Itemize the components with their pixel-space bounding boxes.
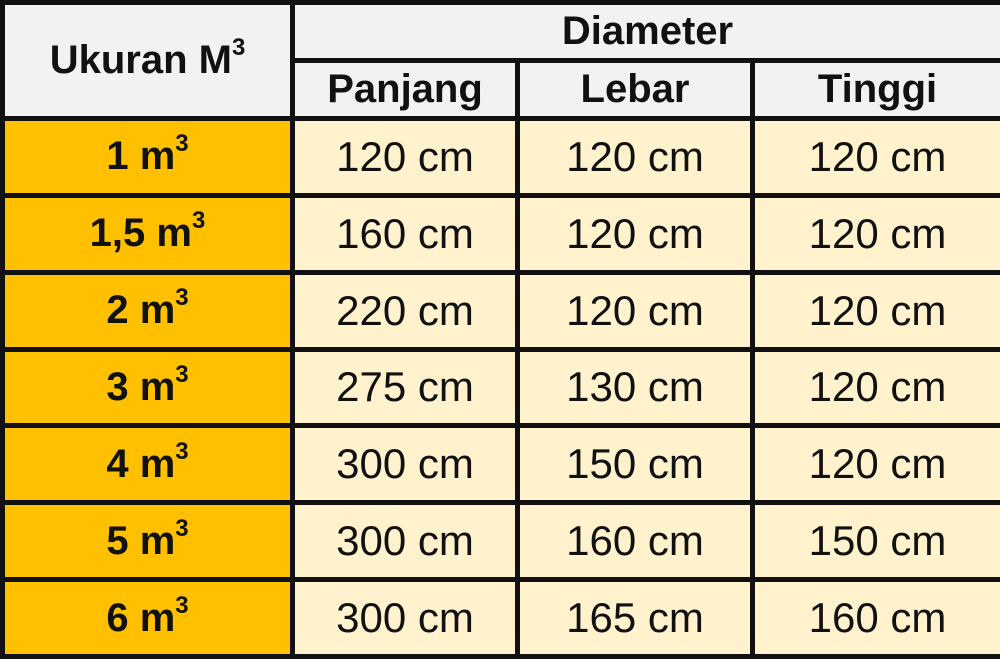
tinggi-cell: 120 cm xyxy=(750,192,1000,275)
tinggi-cell: 150 cm xyxy=(750,500,1000,583)
superscript: 3 xyxy=(191,207,206,235)
table-row: 4 m3 300 cm 150 cm 120 cm xyxy=(0,423,1000,506)
column-header-lebar: Lebar xyxy=(515,58,755,121)
size-cell: 4 m3 xyxy=(0,423,295,506)
panjang-cell: 300 cm xyxy=(290,423,520,506)
panjang-cell: 160 cm xyxy=(290,192,520,275)
superscript: 3 xyxy=(231,34,246,61)
lebar-cell: 120 cm xyxy=(515,269,755,352)
size-header-label: Ukuran M xyxy=(49,38,232,82)
subheader-row: Panjang Lebar Tinggi xyxy=(3,58,1000,121)
table-row: 5 m3 300 cm 160 cm 150 cm xyxy=(0,500,1000,583)
table-row: 1,5 m3 160 cm 120 cm 120 cm xyxy=(0,192,1000,275)
lebar-cell: 165 cm xyxy=(515,577,755,659)
size-cell: 2 m3 xyxy=(0,269,295,352)
size-cell: 6 m3 xyxy=(0,577,295,659)
table-row: 6 m3 300 cm 165 cm 160 cm xyxy=(0,577,1000,659)
superscript: 3 xyxy=(175,130,189,158)
tinggi-cell: 160 cm xyxy=(750,577,1000,659)
size-value: 5 m xyxy=(106,518,176,563)
lebar-cell: 150 cm xyxy=(515,423,755,506)
lebar-cell: 120 cm xyxy=(515,116,755,198)
superscript: 3 xyxy=(175,514,189,542)
tinggi-cell: 120 cm xyxy=(750,116,1000,198)
size-value: 3 m xyxy=(106,364,176,409)
size-value: 6 m xyxy=(106,595,176,640)
superscript: 3 xyxy=(175,284,189,312)
size-cell: 1,5 m3 xyxy=(0,192,295,275)
size-value: 4 m xyxy=(106,441,176,486)
size-cell: 1 m3 xyxy=(0,116,295,198)
panjang-cell: 120 cm xyxy=(290,116,520,198)
header-row: Ukuran M3 Diameter xyxy=(0,0,1000,121)
size-value: 1 m xyxy=(106,134,176,179)
size-cell: 5 m3 xyxy=(0,500,295,583)
table-row: 2 m3 220 cm 120 cm 120 cm xyxy=(0,269,1000,352)
lebar-cell: 120 cm xyxy=(515,192,755,275)
lebar-cell: 160 cm xyxy=(515,500,755,583)
tinggi-cell: 120 cm xyxy=(750,346,1000,429)
panjang-cell: 220 cm xyxy=(290,269,520,352)
diameter-header: Diameter xyxy=(290,0,1000,63)
tinggi-cell: 120 cm xyxy=(750,423,1000,506)
superscript: 3 xyxy=(175,437,189,465)
panjang-cell: 300 cm xyxy=(290,577,520,659)
lebar-cell: 130 cm xyxy=(515,346,755,429)
tinggi-cell: 120 cm xyxy=(750,269,1000,352)
table-row: 1 m3 120 cm 120 cm 120 cm xyxy=(0,116,1000,198)
column-header-panjang: Panjang xyxy=(290,58,520,121)
superscript: 3 xyxy=(175,360,189,388)
table-row: 3 m3 275 cm 130 cm 120 cm xyxy=(0,346,1000,429)
size-value: 1,5 m xyxy=(89,211,192,256)
size-cell: 3 m3 xyxy=(0,346,295,429)
superscript: 3 xyxy=(175,591,189,619)
size-value: 2 m xyxy=(106,288,176,333)
panjang-cell: 300 cm xyxy=(290,500,520,583)
column-header-tinggi: Tinggi xyxy=(750,58,1000,121)
size-header: Ukuran M3 xyxy=(0,0,295,121)
panjang-cell: 275 cm xyxy=(290,346,520,429)
